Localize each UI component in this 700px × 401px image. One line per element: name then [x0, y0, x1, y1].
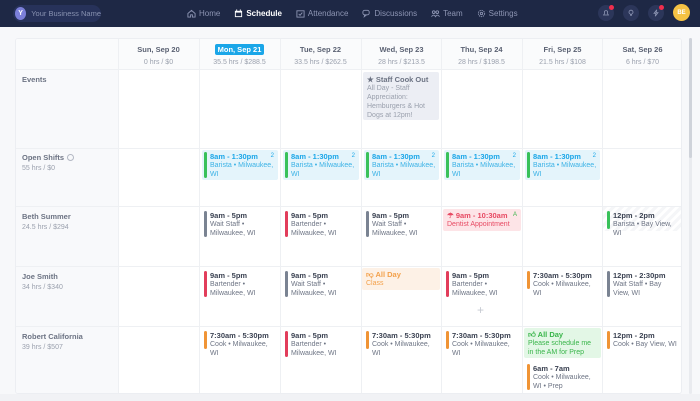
- day-header-thu[interactable]: Thu, Sep 24 28 hrs / $198.5: [458, 45, 505, 66]
- open-shift-tue[interactable]: 8am - 1:30pm Barista • Milwaukee, WI 2: [283, 150, 359, 180]
- lightbulb-icon: [628, 9, 634, 16]
- open-count-badge: 2: [512, 153, 516, 159]
- open-count-badge: 2: [592, 153, 596, 159]
- row-label-joe-smith[interactable]: Joe Smith 34 hrs / $340: [22, 272, 63, 291]
- calendar-icon: [235, 9, 243, 18]
- nav-home[interactable]: Home: [187, 9, 220, 18]
- bottom-bar: [0, 394, 700, 401]
- notification-dot: [659, 4, 664, 10]
- timeoff-beth-thu[interactable]: ☂ 9am - 10:30am Dentist Appointment A: [443, 209, 521, 231]
- schedule-grid: Sun, Sep 20 0 hrs / $0 Mon, Sep 21 35.5 …: [15, 38, 682, 394]
- unavailable-joe-wed[interactable]: 👎︎ All Day Class: [362, 268, 440, 290]
- shift-robert-fri[interactable]: 6am - 7am Cook • Milwaukee, WI • Prep: [525, 362, 601, 392]
- employee-column: [16, 39, 118, 393]
- open-shift-mon[interactable]: 8am - 1:30pm Barista • Milwaukee, WI 2: [202, 150, 278, 180]
- open-count-badge: 2: [351, 153, 355, 159]
- day-header-tue[interactable]: Tue, Sep 22 33.5 hrs / $262.5: [294, 45, 347, 66]
- shift-robert-wed[interactable]: 7:30am - 5:30pm Cook • Milwaukee, WI: [364, 329, 439, 357]
- team-icon: [431, 10, 441, 18]
- shift-beth-sat[interactable]: 12pm - 2pm Barista • Bay View, WI: [605, 209, 681, 237]
- vertical-scrollbar[interactable]: [689, 38, 692, 394]
- shift-robert-tue[interactable]: 9am - 5pm Bartender • Milwaukee, WI: [283, 329, 359, 359]
- chat-icon: [362, 9, 371, 18]
- day-header-row: [16, 39, 681, 69]
- nav-settings[interactable]: Settings: [477, 9, 518, 18]
- notification-dot: [609, 4, 614, 10]
- open-shift-thu[interactable]: 8am - 1:30pm Barista • Milwaukee, WI 2: [444, 150, 520, 180]
- nav-discussions[interactable]: Discussions: [362, 9, 417, 18]
- shift-beth-tue[interactable]: 9am - 5pm Bartender • Milwaukee, WI: [283, 209, 359, 239]
- tips-button[interactable]: [623, 4, 639, 21]
- shift-joe-sat[interactable]: 12pm - 2:30pm Wait Staff • Bay View, WI: [605, 269, 681, 299]
- row-label-robert-california[interactable]: Robert California 39 hrs / $507: [22, 332, 83, 351]
- lightning-icon: [653, 9, 659, 16]
- business-switcher[interactable]: Y Your Business Name: [13, 5, 101, 22]
- nav-schedule[interactable]: Schedule: [234, 9, 282, 18]
- day-header-mon[interactable]: Mon, Sep 21 35.5 hrs / $288.5: [213, 44, 266, 66]
- attendance-icon: [296, 10, 305, 18]
- shift-beth-mon[interactable]: 9am - 5pm Wait Staff • Milwaukee, WI: [202, 209, 278, 239]
- row-label-events: Events: [22, 75, 47, 84]
- info-icon[interactable]: [67, 154, 75, 161]
- gear-icon: [477, 9, 485, 18]
- whats-new-button[interactable]: [648, 4, 664, 21]
- open-shift-wed[interactable]: 8am - 1:30pm Barista • Milwaukee, WI 2: [364, 150, 439, 180]
- star-icon: ★: [367, 75, 374, 84]
- bell-icon: [602, 9, 610, 15]
- umbrella-icon: ☂: [447, 211, 454, 220]
- today-badge: Mon, Sep 21: [214, 44, 265, 55]
- home-icon: [187, 9, 196, 18]
- preference-robert-fri[interactable]: 👍︎ All Day Please schedule me in the AM …: [524, 328, 601, 358]
- notifications-button[interactable]: [598, 4, 614, 21]
- shift-joe-fri[interactable]: 7:30am - 5:30pm Cook • Milwaukee, WI: [525, 269, 601, 297]
- approved-icon: A: [512, 212, 517, 218]
- thumbs-down-icon: 👎︎: [366, 270, 374, 279]
- shift-joe-tue[interactable]: 9am - 5pm Wait Staff • Milwaukee, WI: [283, 269, 359, 299]
- day-header-sun[interactable]: Sun, Sep 20 0 hrs / $0: [137, 45, 180, 66]
- business-avatar: Y: [15, 7, 27, 20]
- shift-joe-thu[interactable]: 9am - 5pm Bartender • Milwaukee, WI: [444, 269, 520, 299]
- open-shift-fri[interactable]: 8am - 1:30pm Barista • Milwaukee, WI 2: [525, 150, 600, 180]
- event-staff-cook-out[interactable]: ★ Staff Cook Out All Day - Staff Appreci…: [363, 72, 439, 120]
- shift-joe-mon[interactable]: 9am - 5pm Bartender • Milwaukee, WI: [202, 269, 278, 299]
- shift-beth-wed[interactable]: 9am - 5pm Wait Staff • Milwaukee, WI: [364, 209, 439, 239]
- open-count-badge: 2: [270, 153, 274, 159]
- open-count-badge: 2: [431, 153, 435, 159]
- shift-robert-mon[interactable]: 7:30am - 5:30pm Cook • Milwaukee, WI: [202, 329, 278, 357]
- scrollbar-thumb[interactable]: [689, 38, 692, 158]
- thumbs-up-icon: 👍︎: [528, 330, 536, 339]
- nav-attendance[interactable]: Attendance: [296, 9, 348, 18]
- top-navigation: Y Your Business Name Home Schedule Atten…: [0, 0, 700, 27]
- nav-team[interactable]: Team: [431, 9, 463, 18]
- add-shift-button[interactable]: +: [477, 303, 485, 317]
- row-label-open-shifts: Open Shifts 55 hrs / $0: [22, 153, 75, 172]
- day-header-fri[interactable]: Fri, Sep 25 21.5 hrs / $108: [539, 45, 586, 66]
- day-header-sat[interactable]: Sat, Sep 26 6 hrs / $70: [622, 45, 663, 66]
- row-label-beth-summer[interactable]: Beth Summer 24.5 hrs / $294: [22, 212, 71, 231]
- day-header-wed[interactable]: Wed, Sep 23 28 hrs / $213.5: [378, 45, 425, 66]
- user-avatar[interactable]: BE: [673, 4, 690, 21]
- unavailable-hatch: [603, 207, 681, 231]
- shift-robert-thu[interactable]: 7:30am - 5:30pm Cook • Milwaukee, WI: [444, 329, 520, 357]
- business-name: Your Business Name: [31, 9, 101, 18]
- shift-robert-sat[interactable]: 12pm - 2pm Cook • Bay View, WI: [605, 329, 681, 351]
